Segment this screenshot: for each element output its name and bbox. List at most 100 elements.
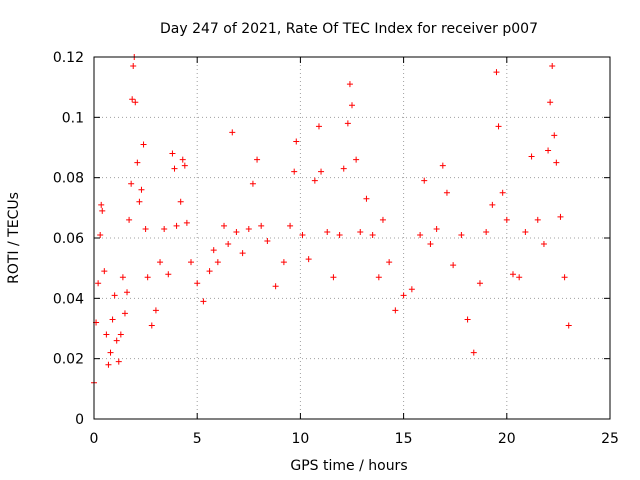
data-point <box>450 262 457 269</box>
data-point <box>107 349 114 356</box>
data-point <box>117 331 124 338</box>
data-point <box>165 271 172 278</box>
data-point <box>188 259 195 266</box>
grid <box>94 57 610 419</box>
data-point <box>557 213 564 220</box>
data-point <box>349 102 355 109</box>
data-point <box>101 268 108 275</box>
data-point <box>221 222 228 229</box>
data-point <box>375 274 382 281</box>
data-point <box>470 349 477 356</box>
data-point <box>194 280 201 287</box>
data-point <box>97 231 104 238</box>
data-point <box>169 150 176 157</box>
x-tick-label: 10 <box>291 431 309 447</box>
data-point <box>99 207 106 214</box>
data-point <box>111 292 118 299</box>
data-point <box>379 216 386 223</box>
y-tick-label: 0.08 <box>53 171 84 187</box>
data-point <box>177 198 184 205</box>
data-point <box>503 216 510 223</box>
data-point <box>547 99 554 106</box>
data-point <box>272 283 279 290</box>
data-point <box>357 228 364 235</box>
data-point <box>291 168 298 175</box>
data-point <box>132 99 139 106</box>
data-point <box>121 310 128 317</box>
data-point <box>553 159 560 166</box>
x-tick-label: 25 <box>601 431 619 447</box>
data-point <box>130 63 137 70</box>
y-tick-label: 0.02 <box>53 352 84 368</box>
data-point <box>324 228 331 235</box>
data-point <box>210 247 217 254</box>
data-point <box>318 168 325 175</box>
data-point <box>522 228 529 235</box>
data-point <box>499 189 506 196</box>
data-point <box>157 259 164 266</box>
data-point <box>148 322 155 329</box>
data-point <box>493 69 500 76</box>
data-point <box>408 286 415 293</box>
x-tick-label: 0 <box>90 431 99 447</box>
data-point <box>245 225 252 232</box>
data-point <box>249 180 256 187</box>
data-point <box>293 138 300 145</box>
data-point <box>540 241 547 248</box>
data-point <box>400 292 407 299</box>
data-point <box>386 259 393 266</box>
data-point <box>119 274 126 281</box>
data-point <box>225 241 232 248</box>
data-point <box>264 238 271 245</box>
data-point <box>336 231 343 238</box>
data-point <box>109 316 116 323</box>
data-point <box>427 241 434 248</box>
x-axis-label: GPS time / hours <box>290 458 407 474</box>
data-point <box>443 189 450 196</box>
data-point <box>129 96 136 103</box>
data-point <box>138 186 145 193</box>
data-point <box>305 256 312 263</box>
data-point <box>126 216 133 223</box>
data-point <box>516 274 523 281</box>
data-point <box>561 274 568 281</box>
x-tick-label: 20 <box>498 431 516 447</box>
data-point <box>287 222 294 229</box>
data-point <box>95 280 102 287</box>
data-point <box>229 129 236 136</box>
data-point <box>509 271 516 278</box>
data-point <box>311 177 318 184</box>
data-point <box>115 358 122 365</box>
y-axis: 0 0.02 0.04 0.06 0.08 0.1 0.12 <box>53 50 610 428</box>
data-point <box>534 216 541 223</box>
data-point <box>124 289 131 296</box>
data-point <box>179 156 186 163</box>
chart-title: Day 247 of 2021, Rate Of TEC Index for r… <box>160 21 538 37</box>
data-point <box>439 162 446 169</box>
data-point <box>254 156 261 163</box>
y-tick-label: 0.04 <box>53 291 84 307</box>
data-point <box>134 159 141 166</box>
data-point <box>433 225 440 232</box>
data-point <box>258 222 265 229</box>
data-point <box>103 331 110 338</box>
data-point <box>330 274 337 281</box>
data-point <box>369 231 376 238</box>
y-tick-label: 0 <box>75 412 84 428</box>
data-point <box>200 298 207 305</box>
data-point <box>528 153 535 160</box>
y-axis-label: ROTI / TECUs <box>6 192 22 284</box>
data-point <box>128 180 135 187</box>
data-point <box>346 81 353 88</box>
data-point <box>173 222 180 229</box>
data-point <box>152 307 159 314</box>
data-point <box>171 165 178 172</box>
data-point <box>549 63 556 70</box>
data-point <box>214 259 221 266</box>
data-point <box>136 198 143 205</box>
data-point <box>565 322 572 329</box>
data-point <box>233 228 240 235</box>
data-point <box>113 337 120 344</box>
data-point <box>98 201 105 208</box>
